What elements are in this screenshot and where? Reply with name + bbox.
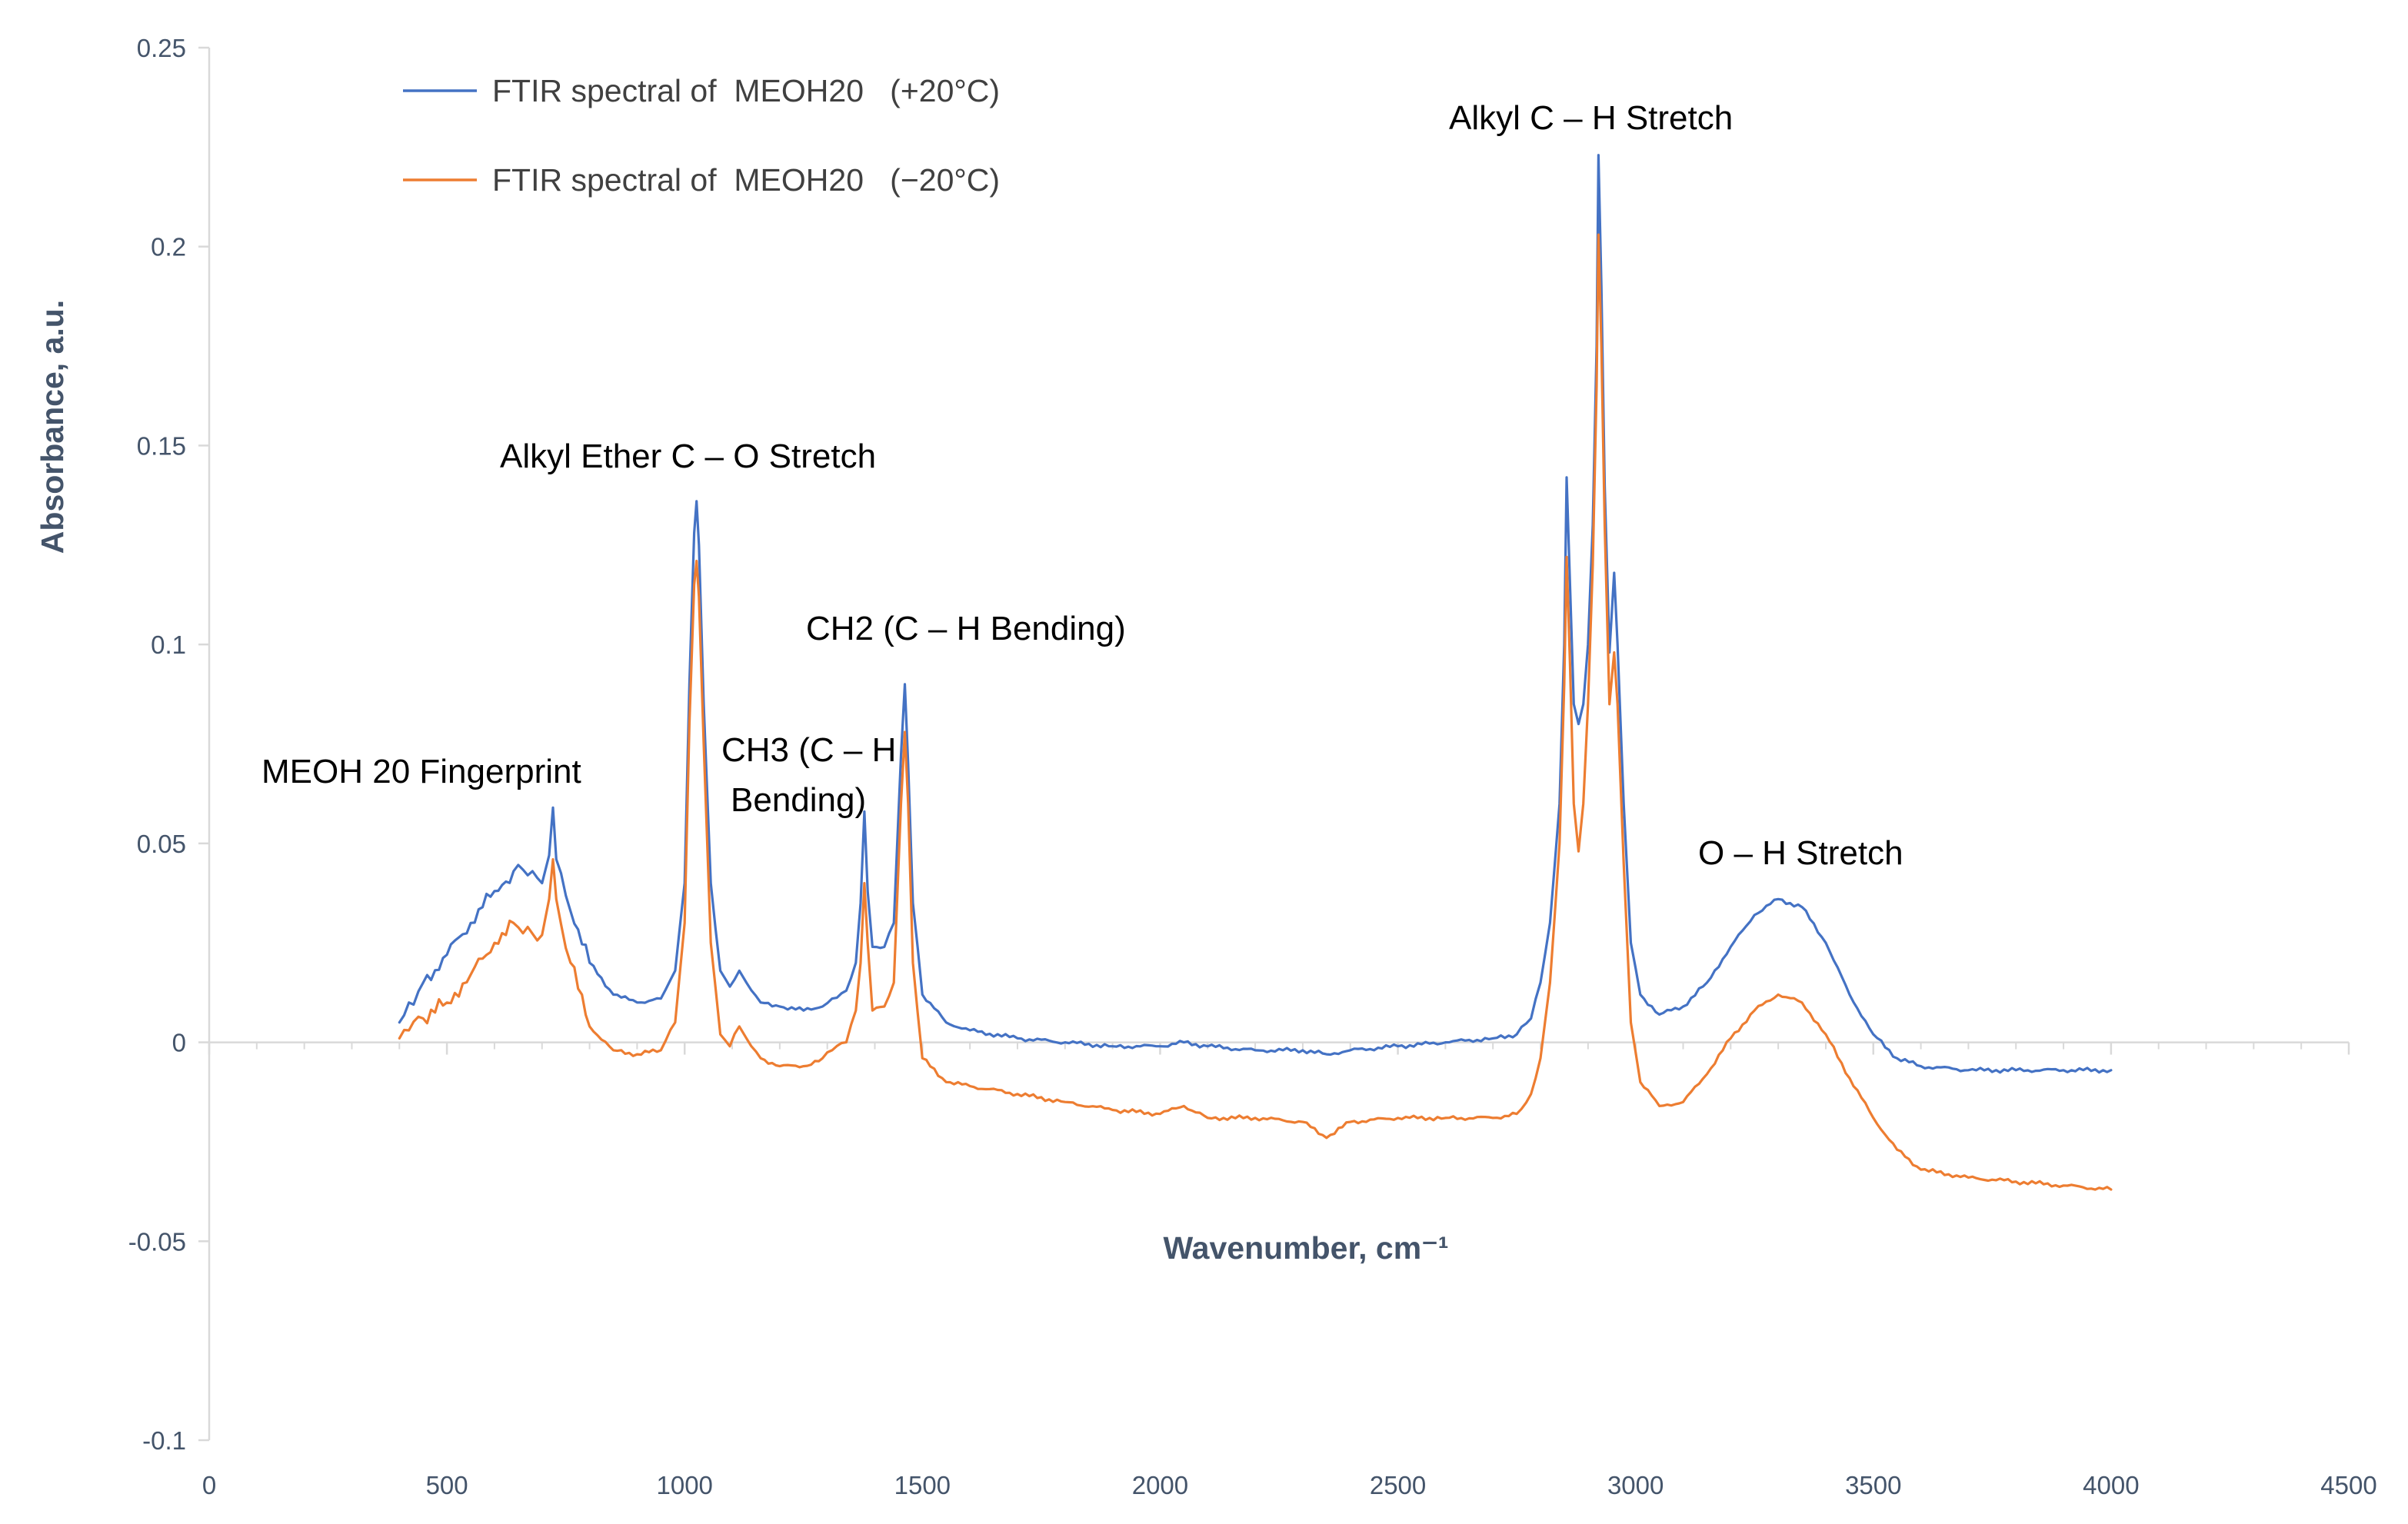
x-tick-label: 2000 bbox=[1132, 1471, 1188, 1499]
x-tick-label: 3000 bbox=[1607, 1471, 1664, 1499]
series-layer bbox=[398, 154, 2113, 1191]
y-tick-label: 0.25 bbox=[137, 34, 186, 62]
legend-label-plus20: FTIR spectral of MEOH20 (+20°C) bbox=[492, 73, 1000, 108]
series-line-plus20 bbox=[398, 154, 2113, 1074]
axes-layer: 0.25 0.2 0.15 0.1 0.05 0 -0.05 -0.1 0 500 1000 1500… bbox=[128, 34, 2377, 1499]
annotation-ch2: CH2 (C – H Bending) bbox=[806, 610, 1126, 647]
annotation-ch3-line2: Bending) bbox=[731, 781, 866, 819]
y-tick-label: -0.05 bbox=[128, 1227, 186, 1256]
y-tick-label: 0.2 bbox=[151, 233, 186, 261]
annotation-ch3-line1: CH3 (C – H bbox=[721, 731, 896, 769]
x-tick-label: 0 bbox=[202, 1471, 216, 1499]
x-tick-label: 4500 bbox=[2320, 1471, 2376, 1499]
y-axis-title: Absorbance, a.u. bbox=[35, 300, 70, 554]
y-tick-label: 0.15 bbox=[137, 431, 186, 460]
labels-layer: Wavenumber, cm⁻¹ Absorbance, a.u. FTIR s… bbox=[35, 73, 1903, 1266]
y-tick-label: -0.1 bbox=[142, 1426, 186, 1455]
x-tick-label: 1000 bbox=[657, 1471, 713, 1499]
annotation-oh: O – H Stretch bbox=[1698, 834, 1903, 872]
annotation-fingerprint: MEOH 20 Fingerprint bbox=[261, 753, 581, 790]
x-tick-label: 3500 bbox=[1845, 1471, 1901, 1499]
y-tick-label: 0.1 bbox=[151, 631, 186, 659]
y-tick-label: 0 bbox=[172, 1029, 186, 1057]
x-tick-label: 500 bbox=[426, 1471, 468, 1499]
series-line-minus20 bbox=[398, 233, 2113, 1191]
x-tick-label: 4000 bbox=[2083, 1471, 2139, 1499]
legend-label-minus20: FTIR spectral of MEOH20 (−20°C) bbox=[492, 162, 1000, 198]
x-tick-label: 1500 bbox=[894, 1471, 951, 1499]
annotation-alkyl-ch: Alkyl C – H Stretch bbox=[1449, 99, 1733, 137]
x-axis-title: Wavenumber, cm⁻¹ bbox=[1163, 1230, 1448, 1266]
y-tick-label: 0.05 bbox=[137, 830, 186, 858]
annotation-ether: Alkyl Ether C – O Stretch bbox=[500, 438, 876, 475]
x-tick-label: 2500 bbox=[1370, 1471, 1426, 1499]
